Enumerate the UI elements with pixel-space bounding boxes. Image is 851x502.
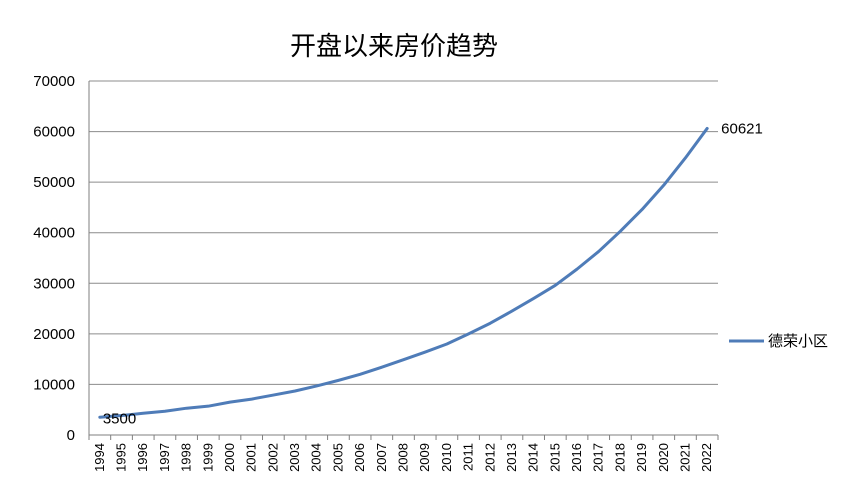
x-tick-label: 2001 — [244, 443, 259, 472]
x-tick-label: 2019 — [634, 443, 649, 472]
x-tick-label: 2016 — [569, 443, 584, 472]
x-tick-label: 2008 — [396, 443, 411, 472]
data-label: 3500 — [103, 410, 136, 427]
series-lines — [98, 126, 709, 419]
x-tick-label: 2022 — [699, 443, 714, 472]
x-tick-label: 1994 — [92, 443, 107, 472]
y-tick-label: 30000 — [33, 275, 75, 292]
y-tick-label: 70000 — [33, 73, 75, 90]
y-tick-label: 60000 — [33, 124, 75, 141]
x-tick-label: 2007 — [374, 443, 389, 472]
axes — [88, 81, 719, 440]
x-tick-label: 2005 — [330, 443, 345, 472]
x-tick-label: 2009 — [417, 443, 432, 472]
y-tick-labels: 0 10000 20000 30000 40000 50000 60000 70000 — [33, 73, 75, 444]
x-tick-label: 2017 — [591, 443, 606, 472]
y-tick-label: 20000 — [33, 326, 75, 343]
x-tick-labels: 1994 1995 1996 1997 1998 1999 2000 2001 2002 2003… — [92, 443, 714, 472]
x-tick-label: 2011 — [461, 443, 476, 471]
x-tick-label: 2014 — [526, 443, 541, 472]
gridlines — [89, 80, 718, 385]
legend: 德荣小区 — [729, 332, 828, 350]
x-tick-label: 2010 — [439, 443, 454, 472]
y-tick-label: 50000 — [33, 174, 75, 191]
x-tick-label: 2004 — [309, 443, 324, 472]
x-tick-label: 1995 — [114, 443, 129, 472]
x-tick-label: 1996 — [135, 443, 150, 472]
data-label: 60621 — [721, 120, 763, 137]
x-tick-label: 2015 — [547, 443, 562, 472]
x-tick-label: 2021 — [677, 443, 692, 472]
x-tick-label: 2000 — [222, 443, 237, 472]
x-tick-label: 1997 — [157, 443, 172, 472]
x-tick-label: 2018 — [612, 443, 627, 472]
x-tick-label: 2002 — [265, 443, 280, 472]
series-line — [98, 126, 709, 419]
x-tick-label: 1998 — [179, 443, 194, 472]
y-tick-label: 40000 — [33, 225, 75, 242]
x-tick-label: 2012 — [482, 443, 497, 472]
x-tick-label: 2013 — [504, 443, 519, 472]
data-labels: 3500 60621 — [103, 120, 763, 427]
y-tick-label: 10000 — [33, 376, 75, 393]
x-tick-label: 1999 — [200, 443, 215, 472]
x-tick-label: 2006 — [352, 443, 367, 472]
x-tick-label: 2020 — [656, 443, 671, 472]
y-tick-label: 0 — [67, 427, 75, 444]
x-tick-label: 2003 — [287, 443, 302, 472]
chart-title: 开盘以来房价趋势 — [290, 32, 498, 62]
legend-label: 德荣小区 — [768, 332, 828, 350]
